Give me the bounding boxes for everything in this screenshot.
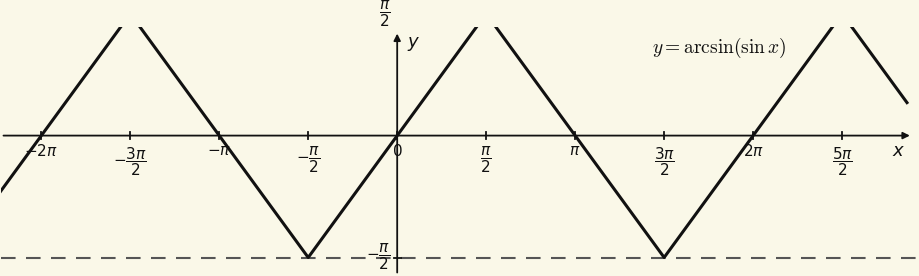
Text: $\pi$: $\pi$ [570, 143, 581, 158]
Text: $\dfrac{\pi}{2}$: $\dfrac{\pi}{2}$ [379, 0, 391, 28]
Text: $-\dfrac{\pi}{2}$: $-\dfrac{\pi}{2}$ [366, 243, 391, 272]
Text: $-2\pi$: $-2\pi$ [25, 143, 58, 159]
Text: $\dfrac{3\pi}{2}$: $\dfrac{3\pi}{2}$ [653, 146, 675, 179]
Text: $-\pi$: $-\pi$ [207, 143, 232, 158]
Text: $0$: $0$ [391, 143, 403, 159]
Text: $y = \arcsin(\sin x)$: $y = \arcsin(\sin x)$ [652, 36, 787, 60]
Text: $2\pi$: $2\pi$ [743, 143, 764, 159]
Text: $\dfrac{\pi}{2}$: $\dfrac{\pi}{2}$ [481, 146, 492, 176]
Text: $\dfrac{5\pi}{2}$: $\dfrac{5\pi}{2}$ [832, 146, 853, 179]
Text: $-\dfrac{3\pi}{2}$: $-\dfrac{3\pi}{2}$ [113, 146, 147, 179]
Text: $x$: $x$ [891, 142, 905, 160]
Text: $y$: $y$ [407, 35, 421, 53]
Text: $-\dfrac{\pi}{2}$: $-\dfrac{\pi}{2}$ [296, 146, 321, 176]
